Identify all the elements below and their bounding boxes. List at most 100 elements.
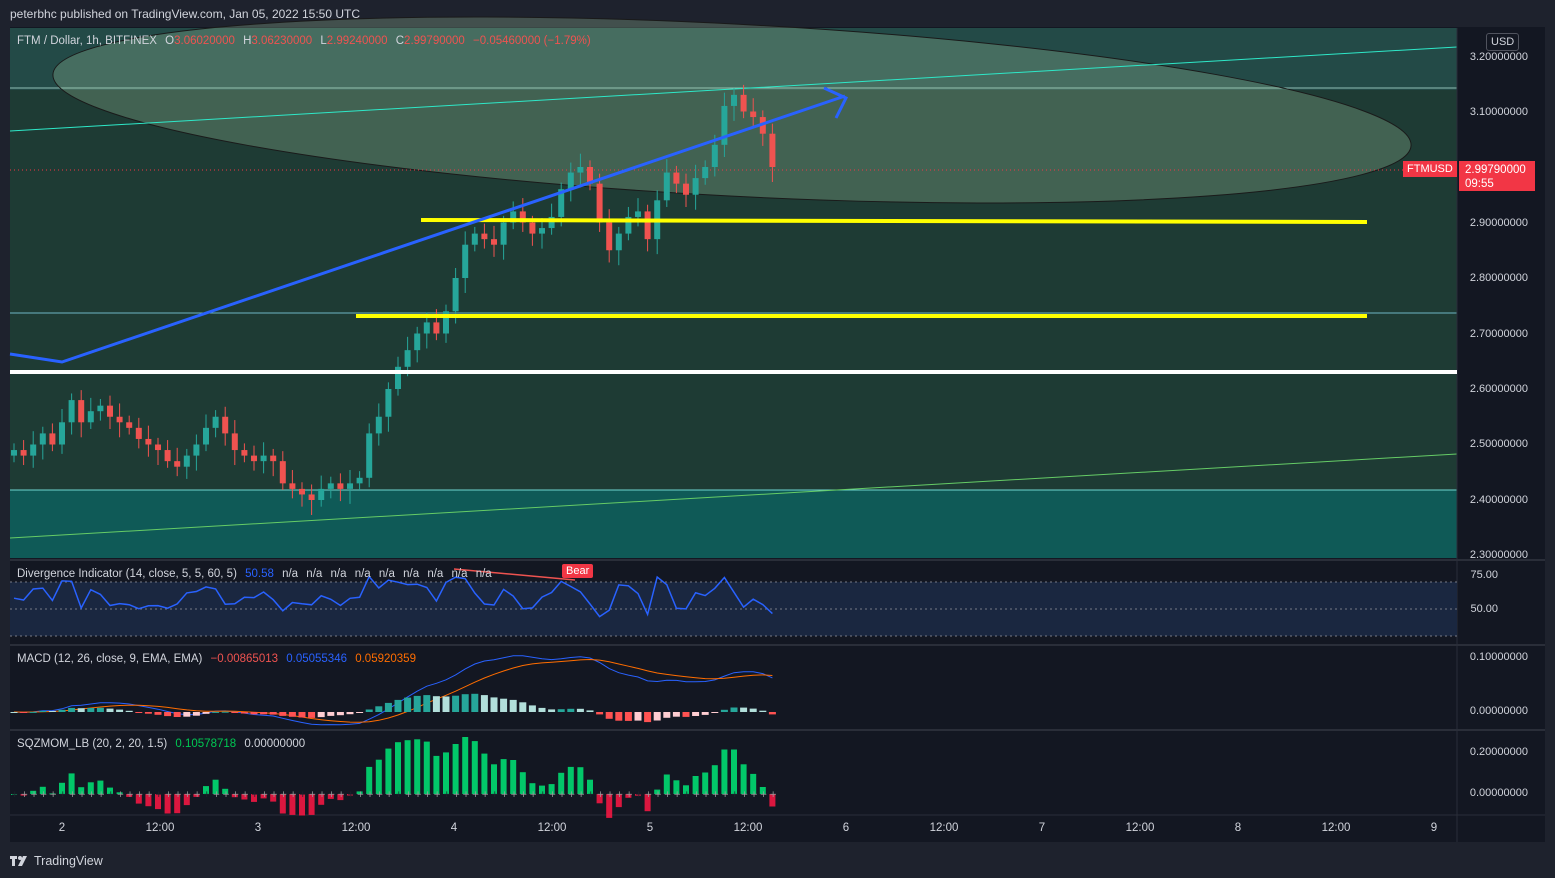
candle[interactable] (692, 178, 699, 195)
candle[interactable] (11, 450, 17, 456)
footer-brand[interactable]: TradingView (34, 854, 103, 868)
macd-title[interactable]: MACD (12, 26, close, 9, EMA, EMA) (17, 653, 203, 665)
candle[interactable] (270, 455, 277, 462)
candle[interactable] (510, 211, 517, 223)
candle[interactable] (299, 488, 305, 495)
candle[interactable] (87, 411, 94, 423)
ellipse-drawing[interactable] (48, 0, 1415, 231)
candle[interactable] (529, 222, 536, 234)
candle[interactable] (414, 333, 421, 351)
sqz-bar (375, 759, 382, 794)
candle[interactable] (404, 350, 411, 367)
candle[interactable] (59, 422, 65, 445)
candle[interactable] (769, 133, 776, 167)
candle[interactable] (49, 433, 56, 445)
candle[interactable] (740, 94, 747, 112)
sqz-bar (539, 785, 545, 794)
candle[interactable] (635, 211, 641, 217)
candle[interactable] (289, 483, 296, 489)
candle[interactable] (395, 366, 401, 389)
trend-arrow[interactable] (9, 94, 846, 364)
candle[interactable] (155, 444, 161, 451)
tradingview-footer[interactable]: TradingView (10, 844, 103, 878)
candle[interactable] (337, 483, 344, 489)
sqz-title[interactable]: SQZMOM_LB (20, 2, 20, 1.5) (17, 738, 168, 750)
divergence-legend[interactable]: Divergence Indicator (14, close, 5, 5, 6… (17, 568, 497, 580)
candle[interactable] (711, 144, 718, 167)
sqz-legend[interactable]: SQZMOM_LB (20, 2, 20, 1.5) 0.10578718 0.… (17, 738, 310, 750)
macd-legend[interactable]: MACD (12, 26, close, 9, EMA, EMA) −0.008… (17, 653, 421, 665)
divergence-title[interactable]: Divergence Indicator (14, close, 5, 5, 6… (17, 568, 237, 580)
candle[interactable] (241, 450, 248, 456)
candle[interactable] (231, 433, 238, 451)
candle[interactable] (308, 494, 315, 500)
candle[interactable] (164, 450, 171, 462)
candle[interactable] (222, 416, 229, 434)
candle[interactable] (481, 233, 488, 240)
candle[interactable] (183, 455, 190, 467)
candle[interactable] (539, 228, 545, 234)
candle[interactable] (625, 216, 632, 234)
candle[interactable] (471, 233, 478, 245)
candle[interactable] (116, 416, 123, 423)
candle[interactable] (596, 183, 603, 223)
candle[interactable] (97, 405, 104, 412)
macd-histogram-bar (480, 695, 488, 712)
candle[interactable] (203, 427, 209, 445)
candle[interactable] (385, 389, 392, 417)
candle[interactable] (750, 111, 757, 118)
candle[interactable] (548, 216, 555, 229)
candle[interactable] (702, 167, 709, 179)
candle[interactable] (135, 427, 142, 439)
candle[interactable] (587, 167, 593, 184)
symbol-title[interactable]: FTM / Dollar, 1h, BITFINEX (17, 35, 157, 47)
candle[interactable] (567, 172, 574, 190)
candle[interactable] (126, 422, 133, 428)
candle[interactable] (443, 311, 449, 334)
candle[interactable] (558, 189, 565, 217)
candle[interactable] (260, 455, 267, 462)
candle[interactable] (673, 172, 680, 184)
candle[interactable] (423, 322, 430, 334)
candle[interactable] (500, 222, 507, 245)
candle[interactable] (327, 483, 334, 489)
candle[interactable] (663, 172, 670, 201)
candle[interactable] (606, 222, 613, 251)
candle[interactable] (78, 400, 85, 423)
candle[interactable] (615, 233, 622, 251)
candle[interactable] (577, 167, 584, 173)
candle[interactable] (519, 211, 526, 223)
candle[interactable] (462, 244, 469, 278)
trend-arrow-head[interactable] (823, 86, 849, 119)
candle[interactable] (107, 405, 113, 417)
rsi-tick: 75.00 (1470, 569, 1498, 581)
candle[interactable] (39, 433, 46, 445)
candle[interactable] (212, 416, 219, 428)
candle[interactable] (721, 105, 728, 145)
candle[interactable] (279, 461, 286, 484)
candle[interactable] (145, 438, 152, 445)
candle[interactable] (30, 444, 37, 456)
main-legend[interactable]: FTM / Dollar, 1h, BITFINEX O3.06020000 H… (17, 35, 596, 47)
candle[interactable] (20, 450, 27, 456)
candle[interactable] (193, 444, 200, 456)
candle[interactable] (683, 183, 689, 195)
sqz-dot: + (693, 790, 701, 800)
candle[interactable] (174, 461, 181, 467)
candle[interactable] (491, 239, 497, 245)
candle[interactable] (433, 322, 440, 334)
candle[interactable] (731, 94, 737, 106)
candle[interactable] (644, 211, 651, 240)
lower-trendline[interactable] (9, 453, 1458, 539)
currency-button[interactable]: USD (1486, 33, 1520, 51)
candle[interactable] (347, 483, 353, 489)
resistance-line-yellow[interactable] (420, 218, 1368, 224)
candle[interactable] (251, 455, 257, 462)
candle[interactable] (452, 278, 459, 312)
candle[interactable] (375, 416, 382, 434)
candle[interactable] (68, 400, 75, 423)
candle[interactable] (318, 488, 325, 500)
candle[interactable] (366, 433, 373, 478)
candle[interactable] (356, 477, 363, 484)
